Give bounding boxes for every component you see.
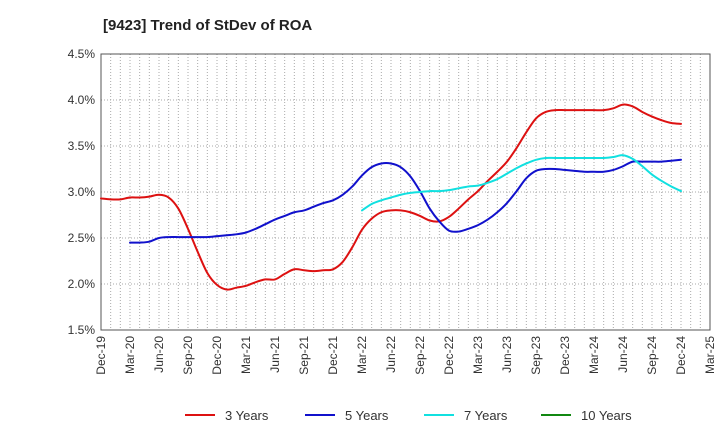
x-tick-label: Dec-21: [326, 336, 340, 375]
x-tick-label: Sep-24: [645, 336, 659, 375]
x-tick-label: Dec-20: [210, 336, 224, 375]
y-tick-label: 3.0%: [68, 185, 96, 199]
x-tick-label: Dec-23: [558, 336, 572, 375]
y-tick-label: 2.5%: [68, 231, 96, 245]
x-tick-label: Mar-22: [355, 336, 369, 374]
x-tick-label: Mar-21: [239, 336, 253, 374]
x-tick-label: Jun-20: [152, 336, 166, 373]
series-line-7-years: [361, 154, 682, 212]
axes: 1.5% 2.0% 2.5% 3.0% 3.5% 4.0% 4.5% Dec-19 Mar-20…: [68, 47, 717, 375]
chart-title: [9423] Trend of StDev of ROA: [103, 17, 312, 34]
plot-frame: [100, 53, 711, 331]
x-tick-label: Dec-19: [94, 336, 108, 375]
legend: 3 Years 5 Years 7 Years 10 Years: [185, 408, 632, 423]
x-tick-label: Dec-22: [442, 336, 456, 375]
y-tick-label: 4.0%: [68, 93, 96, 107]
x-tick-label: Jun-22: [384, 336, 398, 373]
legend-label-10-years: 10 Years: [581, 408, 632, 423]
x-tick-label: Mar-20: [123, 336, 137, 374]
y-tick-label: 2.0%: [68, 277, 96, 291]
y-tick-label: 1.5%: [68, 323, 96, 337]
x-tick-label: Sep-21: [297, 336, 311, 375]
x-tick-label: Sep-22: [413, 336, 427, 375]
x-tick-label: Mar-25: [703, 336, 717, 374]
series-lines: [100, 103, 682, 291]
legend-label-5-years: 5 Years: [345, 408, 389, 423]
legend-label-7-years: 7 Years: [464, 408, 508, 423]
x-tick-label: Jun-21: [268, 336, 282, 373]
x-tick-label: Sep-20: [181, 336, 195, 375]
series-line-5-years: [129, 158, 682, 244]
legend-label-3-years: 3 Years: [225, 408, 269, 423]
y-tick-label: 3.5%: [68, 139, 96, 153]
x-tick-label: Dec-24: [674, 336, 688, 375]
x-tick-label: Jun-23: [500, 336, 514, 373]
x-tick-label: Jun-24: [616, 336, 630, 373]
grid-lines: [100, 53, 711, 331]
y-tick-label: 4.5%: [68, 47, 96, 61]
x-tick-label: Sep-23: [529, 336, 543, 375]
x-tick-label: Mar-24: [587, 336, 601, 374]
x-tick-label: Mar-23: [471, 336, 485, 374]
series-line-3-years: [100, 103, 682, 291]
